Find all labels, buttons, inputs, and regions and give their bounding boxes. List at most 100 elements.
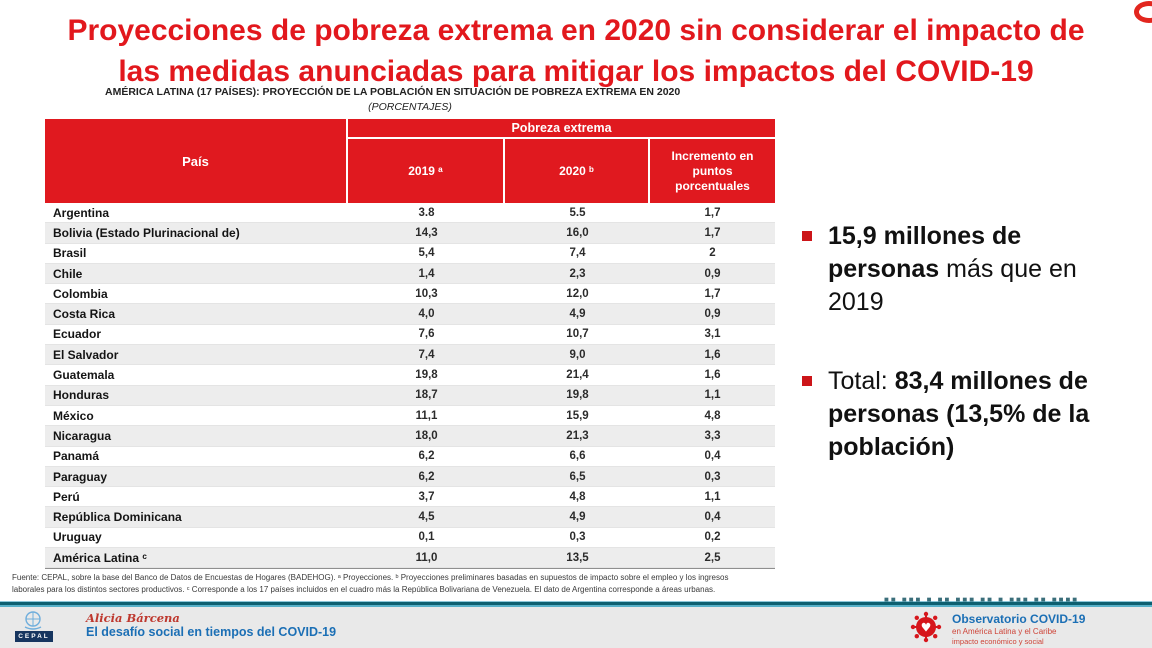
value-cell: 7,4 [569, 247, 586, 260]
table-body: Argentina 3.8 5.5 1,7 Bolivia (Estado Plurin… [45, 203, 775, 570]
svg-text:♥: ♥ [921, 621, 932, 635]
value-cell: 0,3 [569, 531, 586, 544]
value-cell: 4,9 [569, 511, 586, 524]
column-header-incremento: Incremento en puntos porcentuales [650, 139, 775, 203]
table-caption-units: (PORCENTAJES) [368, 101, 452, 113]
table-row: América Latina ᶜ 11,0 13,5 2,5 [45, 548, 775, 569]
value-cell: 1,7 [704, 287, 721, 300]
value-cell: 0,2 [704, 531, 721, 544]
value-cell: 1,6 [704, 348, 721, 361]
footer-bar: CEPAL Alicia Bárcena El desafío social e… [0, 607, 1152, 648]
value-cell: 1,1 [704, 389, 721, 402]
covid-virus-icon: ♥ [908, 609, 944, 648]
value-cell: 19,8 [566, 389, 589, 402]
value-cell: 2,5 [704, 551, 721, 564]
country-cell: Ecuador [53, 327, 102, 342]
value-cell: 1,7 [704, 226, 721, 239]
value-cell: 4,5 [418, 511, 435, 524]
value-cell: 4,9 [569, 308, 586, 321]
bullet-text-bold: 83,4 millones de personas (13,5% de la p… [828, 367, 1090, 461]
bullet-text: Total: 83,4 millones de personas (13,5% … [828, 365, 1120, 464]
value-cell: 3,1 [704, 328, 721, 341]
country-cell: Guatemala [53, 368, 115, 383]
value-cell: 12,0 [566, 287, 589, 300]
value-cell: 11,0 [415, 551, 438, 564]
bullet-text-normal: más que en 2019 [828, 255, 1077, 316]
value-cell: 0,9 [704, 267, 721, 280]
value-cell: 6,2 [418, 450, 435, 463]
table-row: Paraguay 6,2 6,5 0,3 [45, 466, 775, 488]
title-line-1: Proyecciones de pobreza extrema en 2020 … [67, 14, 1085, 47]
country-cell: Chile [53, 266, 83, 281]
bullet-item: 15,9 millones de personas más que en 201… [800, 220, 1145, 319]
table-row: Perú 3,7 4,8 1,1 [45, 487, 775, 508]
footer-author: Alicia Bárcena [86, 611, 180, 625]
table-header-right: Pobreza extrema 2019 ᵃ 2020 ᵇ Incremento… [348, 119, 775, 203]
value-cell: 18,7 [415, 389, 438, 402]
value-cell: 4,0 [418, 308, 435, 321]
country-cell: Bolivia (Estado Plurinacional de) [53, 225, 240, 240]
value-cell: 3.8 [418, 206, 435, 219]
table-row: Costa Rica 4,0 4,9 0,9 [45, 304, 775, 325]
table-caption: AMÉRICA LATINA (17 PAÍSES): PROYECCIÓN D… [105, 86, 681, 98]
country-cell: Panamá [53, 449, 100, 464]
value-cell: 9,0 [569, 348, 586, 361]
country-cell: Colombia [53, 286, 108, 301]
country-cell: Honduras [53, 388, 110, 403]
table-row: México 11,1 15,9 4,8 [45, 405, 775, 427]
value-cell: 0,9 [704, 308, 721, 321]
value-cell: 6,5 [569, 470, 586, 483]
value-cell: 3,3 [704, 429, 721, 442]
value-cell: 7,4 [418, 348, 435, 361]
table-row: Panamá 6,2 6,6 0,4 [45, 446, 775, 467]
column-header-2019: 2019 ᵃ [348, 139, 505, 203]
value-cell: 1,6 [704, 369, 721, 382]
value-cell: 5.5 [569, 206, 586, 219]
poverty-table: País Pobreza extrema 2019 ᵃ 2020 ᵇ Incre… [45, 119, 775, 570]
value-cell: 2 [709, 247, 716, 260]
bullet-text-bold: 15,9 millones de personas [828, 222, 1022, 283]
bullet-text-normal: Total: [828, 367, 895, 395]
country-cell: Brasil [53, 246, 87, 261]
country-cell: México [53, 408, 94, 423]
table-row: Bolivia (Estado Plurinacional de) 14,3 16,… [45, 223, 775, 244]
corner-mark [1134, 1, 1152, 23]
country-cell: El Salvador [53, 347, 119, 362]
value-cell: 2,3 [569, 267, 586, 280]
value-cell: 11,1 [415, 409, 438, 422]
cepal-logo: CEPAL [15, 631, 53, 642]
value-cell: 0,1 [418, 531, 435, 544]
value-cell: 21,4 [566, 369, 589, 382]
country-cell: Costa Rica [53, 307, 116, 322]
column-header-pais: País [45, 119, 348, 203]
value-cell: 13,5 [566, 551, 589, 564]
footer-program-title: El desafío social en tiempos del COVID-1… [86, 625, 337, 639]
country-cell: República Dominicana [53, 510, 182, 525]
table-row: Uruguay 0,1 0,3 0,2 [45, 527, 775, 549]
value-cell: 15,9 [566, 409, 589, 422]
value-cell: 4,8 [704, 409, 721, 422]
country-cell: Nicaragua [53, 428, 112, 443]
value-cell: 4,8 [569, 490, 586, 503]
value-cell: 16,0 [566, 226, 589, 239]
country-cell: América Latina ᶜ [53, 550, 147, 565]
bullet-square-icon [802, 231, 812, 241]
value-cell: 10,7 [566, 328, 589, 341]
table-row: Guatemala 19,8 21,4 1,6 [45, 365, 775, 386]
value-cell: 0,4 [704, 511, 721, 524]
observatory-title: Observatorio COVID-19 [952, 612, 1086, 626]
observatory-tagline: impacto económico y social [952, 637, 1044, 646]
key-points: 15,9 millones de personas más que en 201… [800, 220, 1145, 464]
title-line-2: las medidas anunciadas para mitigar los … [118, 55, 1034, 88]
source-note-line-1: Fuente: CEPAL, sobre la base del Banco d… [12, 573, 729, 582]
observatory-subtitle: en América Latina y el Caribe [952, 627, 1057, 636]
value-cell: 7,6 [418, 328, 435, 341]
bullet-text: 15,9 millones de personas más que en 201… [828, 220, 1120, 319]
country-cell: Paraguay [53, 469, 108, 484]
table-header: País Pobreza extrema 2019 ᵃ 2020 ᵇ Incre… [45, 119, 775, 203]
value-cell: 1,1 [704, 490, 721, 503]
value-cell: 18,0 [415, 429, 438, 442]
country-cell: Perú [53, 489, 80, 504]
value-cell: 6,2 [418, 470, 435, 483]
value-cell: 1,7 [704, 206, 721, 219]
